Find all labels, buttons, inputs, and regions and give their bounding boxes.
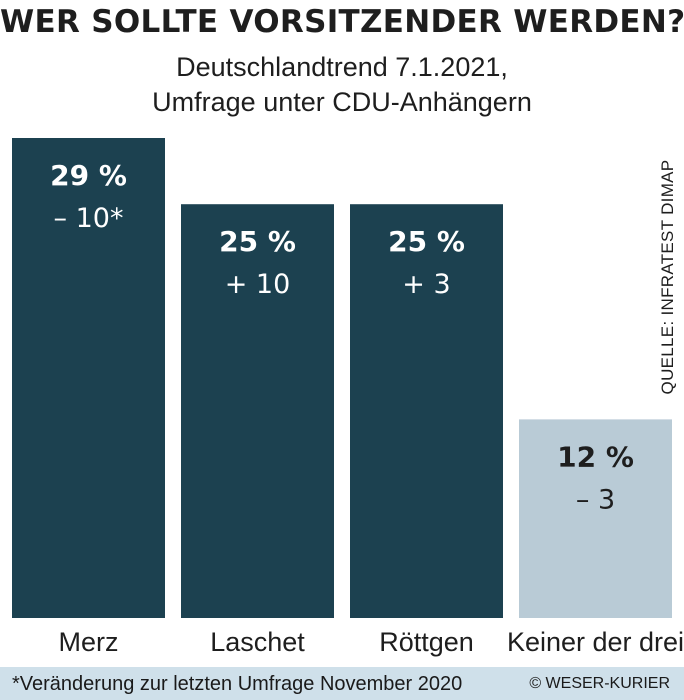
- footnote: *Veränderung zur letzten Umfrage Novembe…: [12, 673, 463, 695]
- bar-change-label: – 3: [576, 484, 615, 515]
- category-label: Laschet: [210, 627, 305, 657]
- category-label: Röttgen: [379, 627, 474, 657]
- chart-title: WER SOLLTE VORSITZENDER WERDEN?: [0, 4, 684, 40]
- chart-subtitle-date: Deutschlandtrend 7.1.2021,: [176, 52, 508, 82]
- chart-subtitle-survey: Umfrage unter CDU-Anhängern: [152, 87, 532, 117]
- bar-value-label: 29 %: [50, 159, 127, 192]
- category-label: Keiner der drei: [507, 627, 684, 657]
- bar-2: [181, 204, 334, 618]
- bar-value-label: 12 %: [557, 440, 634, 473]
- bar-change-label: + 10: [225, 269, 291, 300]
- bar-4: [519, 419, 672, 618]
- bar-value-label: 25 %: [388, 225, 465, 258]
- bar-value-label: 25 %: [219, 225, 296, 258]
- category-label: Merz: [59, 627, 119, 657]
- bar-1: [12, 138, 165, 618]
- bar-3: [350, 204, 503, 618]
- bar-change-label: + 3: [402, 269, 450, 300]
- copyright-credit: © WESER-KURIER: [529, 675, 670, 692]
- footer-bar: *Veränderung zur letzten Umfrage Novembe…: [0, 667, 684, 700]
- bar-change-label: – 10*: [54, 203, 124, 234]
- source-label: QUELLE: INFRATEST DIMAP: [658, 159, 677, 395]
